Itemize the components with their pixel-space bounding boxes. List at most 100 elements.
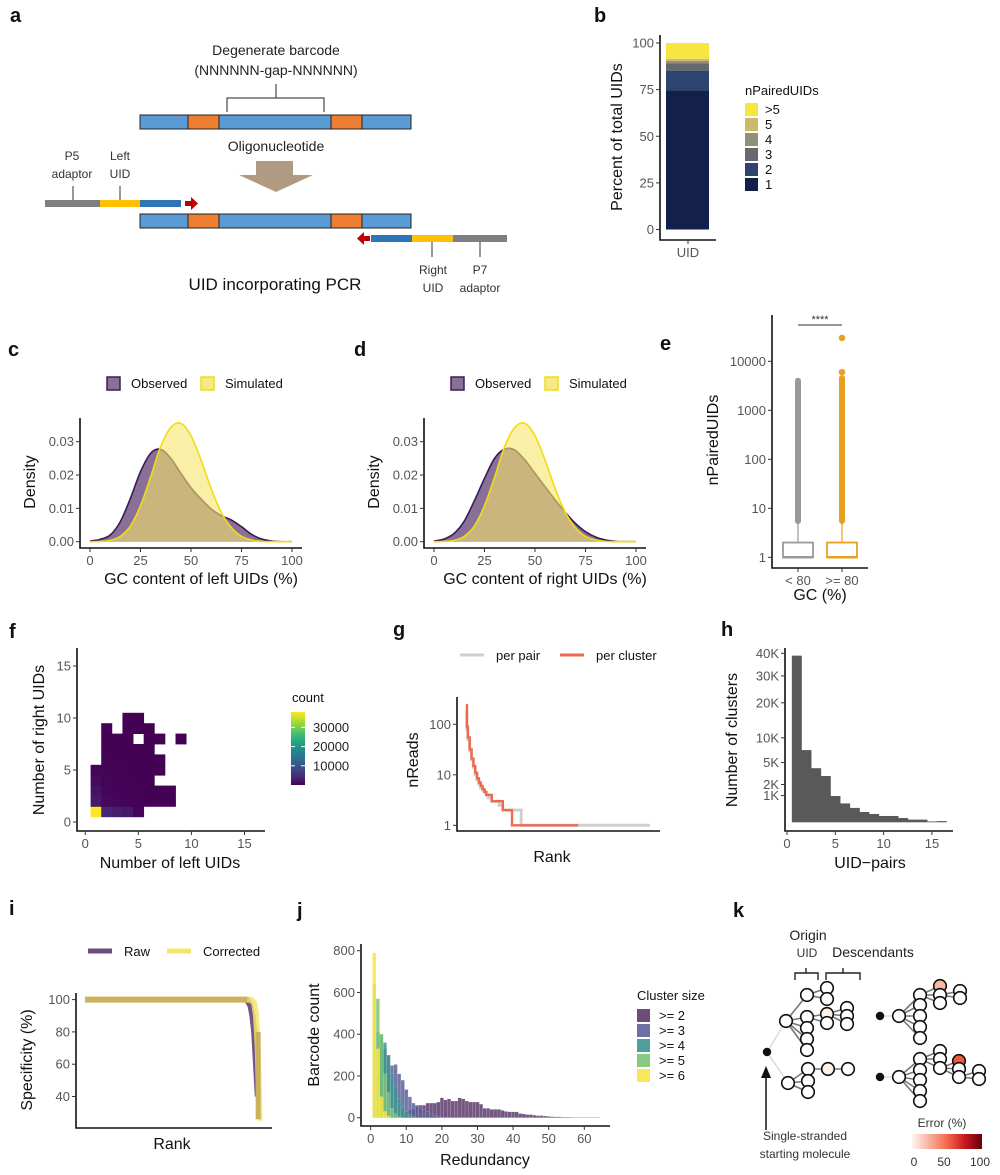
histogram-bar-ge2 (479, 1104, 483, 1118)
y-tick-label: 5K (763, 755, 779, 770)
heatmap-cell (122, 712, 134, 724)
heatmap-cell (133, 775, 145, 786)
histogram-bar-ge2 (568, 1116, 572, 1118)
x-tick-label: 15 (237, 836, 251, 851)
rank-line-per-pair (465, 709, 650, 827)
uid-node (800, 1084, 816, 1100)
legend-label: 1 (765, 177, 772, 192)
histogram-bar-ge4 (411, 1116, 416, 1118)
chart-j-redundancy-histogram: 0 200 400 600 800 0 10 20 30 40 50 60 Redundancy Barc… (306, 943, 705, 1169)
oligo-segment-orange (330, 114, 363, 130)
axis-lines (75, 993, 272, 1129)
y-axis-label: Barcode count (306, 983, 323, 1087)
y-axis-label: Density (22, 455, 39, 508)
descendants-label: Descendants (832, 944, 914, 960)
label-leader-lines (431, 242, 481, 257)
pcr-diagram: Degenerate barcode (NNNNNN-gap-NNNNNN) O… (45, 42, 507, 295)
y-tick-label: 800 (333, 943, 355, 958)
legend-label-observed: Observed (475, 376, 531, 391)
pcr-label: UID incorporating PCR (189, 275, 362, 294)
heatmap-cell (143, 744, 155, 755)
x-tick-label: 10 (184, 836, 198, 851)
x-axis-label: GC content of left UIDs (%) (104, 571, 298, 588)
error-tick-0: 0 (911, 1155, 918, 1169)
heatmap-cell (154, 764, 166, 776)
heatmap-cell (122, 806, 134, 818)
outlier-point (838, 334, 846, 342)
y-tick-label: 10 (437, 767, 451, 782)
histogram-bar-ge2 (489, 1109, 494, 1118)
heatmap-cell (143, 733, 155, 745)
y-tick-label: 100 (48, 992, 70, 1007)
histogram-bar-ge3 (415, 1105, 419, 1118)
histogram-bar-ge2 (518, 1113, 523, 1118)
colorbar-tick-label: 10000 (313, 758, 349, 773)
legend-label: >= 2 (659, 1008, 685, 1023)
oligo-segment-blue (218, 213, 332, 229)
y-tick-label: 0.01 (393, 501, 418, 516)
histogram-bar-ge2 (436, 1101, 441, 1118)
heatmap-cell (101, 754, 113, 766)
x-axis-label: Number of left UIDs (100, 855, 240, 872)
histogram-bar-ge2 (482, 1108, 487, 1118)
heatmap-cell (164, 796, 176, 807)
legend-label: 5 (765, 117, 772, 132)
heatmap-cell (90, 775, 102, 786)
x-tick-label: 15 (925, 836, 939, 851)
histogram-bar-ge2 (443, 1099, 448, 1118)
uid-node (971, 1071, 987, 1087)
lineage-diagram: Origin UID Descendants Single-stranded s… (760, 927, 991, 1169)
histogram-bar-ge3 (425, 1111, 430, 1118)
heatmap-cell (90, 785, 102, 797)
histogram-bar-ge2 (561, 1116, 565, 1118)
y-tick-label: 40 (56, 1089, 70, 1104)
heatmap-cell (111, 806, 123, 818)
histogram-bar-ge5 (397, 1116, 402, 1118)
x-tick-label: >= 80 (825, 573, 858, 588)
histogram-bar (878, 815, 889, 823)
error-colorbar (912, 1134, 982, 1149)
y-tick-label: 10 (57, 711, 71, 726)
histogram-bar-ge4 (400, 1106, 405, 1118)
legend-swatch (745, 133, 758, 146)
histogram-bar-ge2 (507, 1111, 512, 1118)
x-tick-label: 25 (133, 553, 147, 568)
reverse-primer-segment (371, 235, 412, 242)
heatmap-cell (133, 785, 145, 797)
reverse-arrow-icon (357, 232, 370, 245)
histogram-bar (936, 821, 947, 823)
chart-g-rank-line: 1 10 100 Rank nReads per pair per cluster (405, 648, 660, 866)
x-tick-label: 40 (506, 1131, 520, 1146)
histogram-bar (888, 815, 899, 823)
histogram-bar-ge2 (553, 1116, 558, 1118)
y-tick-label: 15 (57, 659, 71, 674)
histogram-bar-ge2 (550, 1116, 555, 1118)
uid-node (819, 1015, 835, 1031)
heatmap-cell (133, 723, 145, 734)
heatmap-cell (111, 754, 123, 766)
heatmap-cell (143, 796, 155, 807)
histogram-bar-ge6 (386, 1115, 391, 1118)
heatmap-cell (122, 744, 134, 755)
origin-bracket (794, 968, 819, 980)
histogram-bar-ge2 (454, 1100, 459, 1118)
legend-title: nPairedUIDs (745, 83, 819, 98)
panel-label-i: i (9, 898, 15, 920)
uid-node (951, 1069, 967, 1085)
barcode-bracket (226, 84, 325, 112)
origin-label-2: UID (797, 946, 818, 960)
y-tick-label: 0.02 (49, 468, 74, 483)
colorbar-tick-label: 20000 (313, 739, 349, 754)
histogram-bar-ge2 (536, 1115, 540, 1118)
starting-molecule-node (875, 1011, 885, 1021)
y-tick-label: 40K (756, 646, 779, 661)
histogram-bar-ge2 (486, 1108, 491, 1118)
x-tick-label: < 80 (785, 573, 811, 588)
density-line-simulated (89, 422, 292, 543)
x-axis-label: GC content of right UIDs (%) (443, 571, 647, 588)
x-tick-label: 10 (399, 1131, 413, 1146)
y-tick-label: 80 (56, 1024, 70, 1039)
histogram-bar-ge4 (407, 1114, 412, 1118)
density-line-simulated (433, 422, 636, 543)
uid-node (891, 1008, 907, 1024)
